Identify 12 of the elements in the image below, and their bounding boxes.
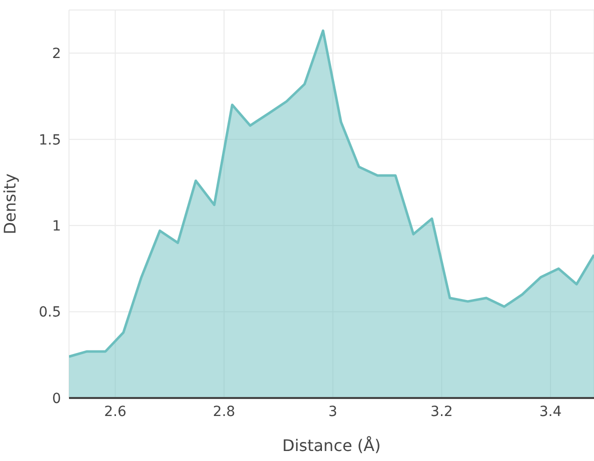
x-tick-label: 3	[328, 404, 338, 420]
x-tick-label: 2.6	[104, 404, 126, 420]
y-tick-label: 1.5	[38, 132, 61, 148]
y-axis-title: Density	[0, 174, 20, 234]
x-tick-label: 2.8	[212, 404, 236, 420]
y-tick-label: 2	[52, 46, 61, 62]
y-tick-label: 0	[52, 390, 61, 407]
y-tick-label: 1	[52, 218, 61, 235]
x-tick-label: 3.2	[430, 404, 453, 420]
x-tick-label: 3.4	[539, 404, 562, 420]
x-axis-title: Distance (Å)	[282, 436, 381, 455]
y-tick-label: 0.5	[38, 304, 61, 321]
